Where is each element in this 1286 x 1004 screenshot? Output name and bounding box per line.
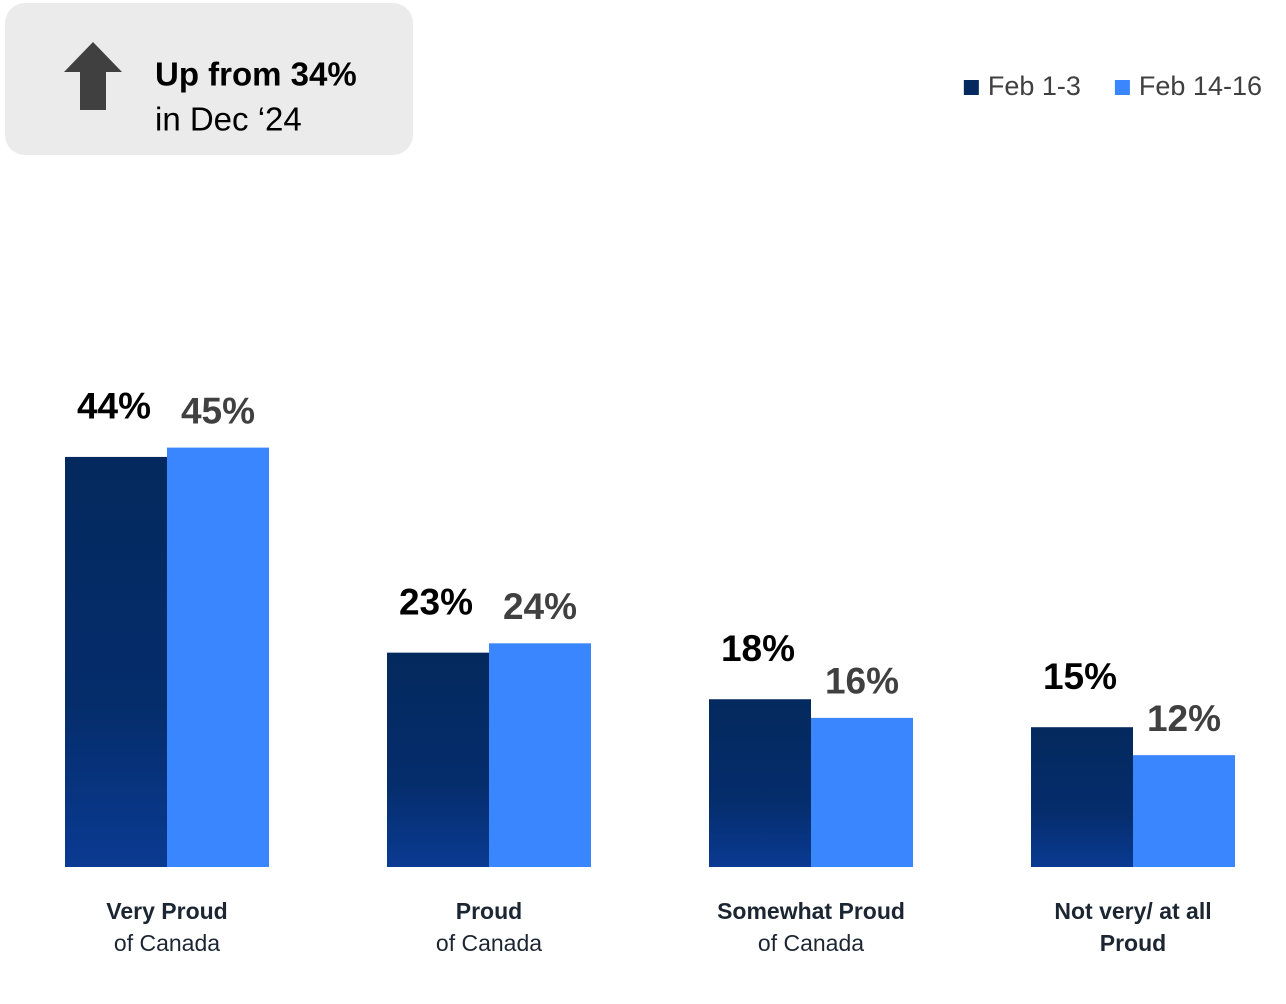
x-tick-label: Somewhat Proud	[717, 898, 905, 924]
legend-label: Feb 1-3	[988, 71, 1081, 101]
value-label: 45%	[181, 390, 255, 431]
bar	[709, 699, 811, 867]
bar	[65, 456, 167, 867]
legend-swatch	[963, 80, 979, 95]
bar	[489, 643, 591, 867]
annotation-headline: Up from 34%	[155, 56, 357, 93]
x-tick-label: of Canada	[758, 930, 864, 956]
x-tick-label: Proud	[1100, 930, 1166, 956]
value-label: 18%	[721, 628, 795, 669]
value-label: 16%	[825, 661, 899, 702]
x-tick-label: Proud	[456, 898, 522, 924]
legend-swatch	[1114, 80, 1130, 95]
value-label: 23%	[399, 581, 473, 622]
annotation-box	[5, 3, 413, 155]
bar	[1133, 755, 1235, 867]
up-arrow	[64, 42, 122, 110]
x-tick-label: Very Proud	[106, 898, 227, 924]
x-tick-label: of Canada	[436, 930, 542, 956]
value-label: 12%	[1147, 698, 1221, 739]
bar	[167, 447, 269, 867]
bar	[1031, 727, 1133, 867]
legend-label: Feb 14-16	[1139, 71, 1262, 101]
x-tick-label: Not very/ at all	[1054, 898, 1211, 924]
value-label: 24%	[503, 586, 577, 627]
value-label: 15%	[1043, 656, 1117, 697]
x-tick-label: of Canada	[114, 930, 220, 956]
bar	[387, 652, 489, 867]
annotation-detail: in Dec ‘24	[155, 101, 302, 138]
bar	[811, 717, 913, 867]
value-label: 44%	[77, 386, 151, 427]
